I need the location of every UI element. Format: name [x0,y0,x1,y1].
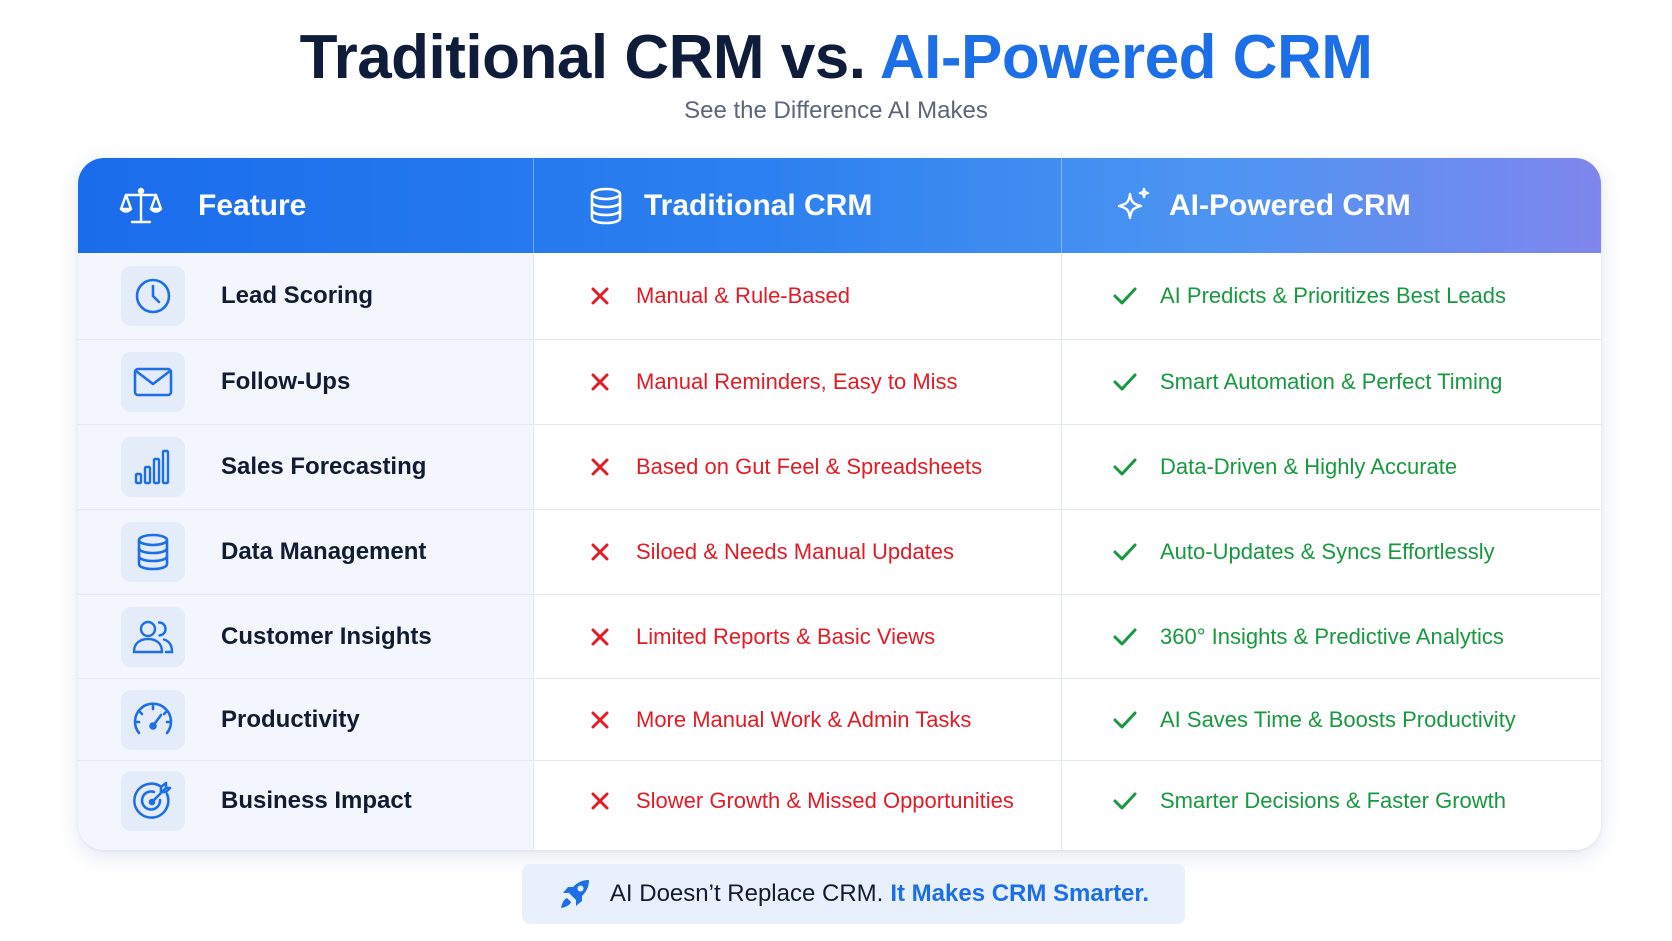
cross-icon [588,625,612,649]
header-divider [533,158,534,253]
row-divider [78,509,1601,510]
cross-icon [588,789,612,813]
traditional-value: Siloed & Needs Manual Updates [636,539,954,564]
rocket-icon [558,877,592,911]
traditional-value: More Manual Work & Admin Tasks [636,707,972,732]
check-icon [1112,370,1137,394]
row-divider [78,424,1601,425]
title-part-ai: AI-Powered CRM [879,23,1373,92]
ai-value: Auto-Updates & Syncs Effortlessly [1160,539,1495,564]
page-subtitle: See the Difference AI Makes [684,97,988,124]
column-header-ai: AI-Powered CRM [1113,158,1411,253]
table-row: Customer Insights Limited Reports & Basi… [78,595,1601,678]
row-divider [78,760,1601,761]
cross-icon [588,455,612,479]
page-title: Traditional CRM vs. AI-Powered CRM [0,22,1672,94]
footer-banner: AI Doesn’t Replace CRM. It Makes CRM Sma… [522,864,1185,924]
cross-icon [588,540,612,564]
column-divider [533,253,534,850]
ai-value: Smarter Decisions & Faster Growth [1160,788,1506,813]
feature-label: Follow-Ups [221,368,351,395]
footer-text: AI Doesn’t Replace CRM. [609,880,884,907]
header-divider [1061,158,1062,253]
row-divider [78,594,1601,595]
target-icon [121,771,185,831]
ai-value: Smart Automation & Perfect Timing [1160,369,1503,394]
ai-value: Data-Driven & Highly Accurate [1160,454,1458,479]
feature-label: Productivity [221,706,360,733]
column-header-feature-label: Feature [198,188,307,222]
check-icon [1112,455,1137,479]
traditional-value: Manual & Rule-Based [636,283,851,308]
mail-icon [121,352,185,412]
check-icon [1112,625,1137,649]
feature-label: Data Management [221,538,427,565]
column-header-traditional-label: Traditional CRM [644,188,873,222]
table-row: Lead Scoring Manual & Rule-Based AI Pred… [78,253,1601,339]
bar-chart-icon [121,437,185,497]
table-row: Follow-Ups Manual Reminders, Easy to Mis… [78,340,1601,424]
row-divider [78,678,1601,679]
title-part-traditional: Traditional CRM vs. [299,23,866,92]
ai-value: 360° Insights & Predictive Analytics [1160,624,1504,649]
traditional-value: Limited Reports & Basic Views [636,624,936,649]
cross-icon [588,370,612,394]
sparkle-icon [1113,186,1153,226]
column-header-ai-label: AI-Powered CRM [1169,188,1411,222]
check-icon [1112,708,1137,732]
table-row: Productivity More Manual Work & Admin Ta… [78,679,1601,760]
feature-label: Sales Forecasting [221,453,427,480]
check-icon [1112,284,1137,308]
feature-label: Business Impact [221,787,412,814]
table-row: Sales Forecasting Based on Gut Feel & Sp… [78,425,1601,509]
row-divider [78,339,1601,340]
table-row: Business Impact Slower Growth & Missed O… [78,761,1601,850]
ai-value: AI Saves Time & Boosts Productivity [1160,707,1516,732]
feature-label: Lead Scoring [221,282,374,309]
ai-value: AI Predicts & Prioritizes Best Leads [1160,283,1507,308]
traditional-value: Manual Reminders, Easy to Miss [636,369,958,394]
cross-icon [588,284,612,308]
traditional-value: Based on Gut Feel & Spreadsheets [636,454,983,479]
traditional-value: Slower Growth & Missed Opportunities [636,788,1014,813]
speedometer-icon [121,690,185,750]
table-header: Feature Traditional CRM [78,158,1601,253]
column-header-feature: Feature [118,158,306,253]
database-icon [121,522,185,582]
check-icon [1112,540,1137,564]
check-icon [1112,789,1137,813]
feature-label: Customer Insights [221,623,432,650]
footer-highlight: It Makes CRM Smarter. [890,880,1150,907]
table-row: Data Management Siloed & Needs Manual Up… [78,510,1601,594]
column-header-traditional: Traditional CRM [588,158,872,253]
cross-icon [588,708,612,732]
users-icon [121,607,185,667]
clock-icon [121,266,185,326]
database-icon [588,186,624,226]
comparison-table: Feature Traditional CRM [78,158,1601,850]
scale-icon [118,183,164,229]
column-divider [1061,253,1062,850]
